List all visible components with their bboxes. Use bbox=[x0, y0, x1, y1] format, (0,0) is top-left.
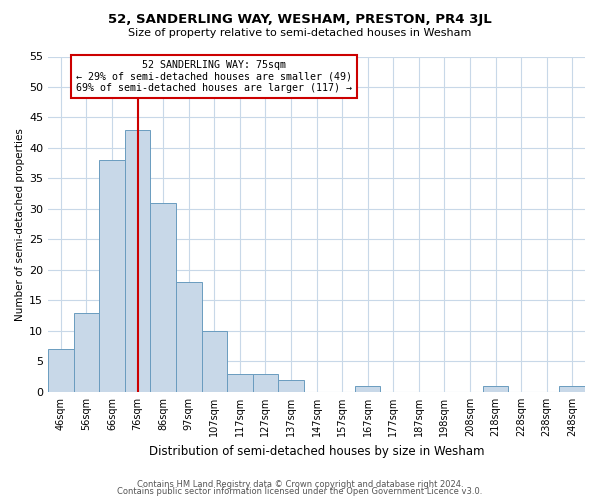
Bar bbox=[125, 130, 151, 392]
Bar bbox=[151, 203, 176, 392]
Bar bbox=[253, 374, 278, 392]
Text: 52 SANDERLING WAY: 75sqm
← 29% of semi-detached houses are smaller (49)
69% of s: 52 SANDERLING WAY: 75sqm ← 29% of semi-d… bbox=[76, 60, 352, 92]
Bar bbox=[176, 282, 202, 392]
Text: Contains HM Land Registry data © Crown copyright and database right 2024.: Contains HM Land Registry data © Crown c… bbox=[137, 480, 463, 489]
Bar bbox=[227, 374, 253, 392]
Bar bbox=[48, 349, 74, 392]
Bar bbox=[202, 331, 227, 392]
Text: 52, SANDERLING WAY, WESHAM, PRESTON, PR4 3JL: 52, SANDERLING WAY, WESHAM, PRESTON, PR4… bbox=[108, 12, 492, 26]
Bar bbox=[483, 386, 508, 392]
X-axis label: Distribution of semi-detached houses by size in Wesham: Distribution of semi-detached houses by … bbox=[149, 444, 484, 458]
Bar bbox=[559, 386, 585, 392]
Bar bbox=[355, 386, 380, 392]
Bar bbox=[99, 160, 125, 392]
Bar bbox=[278, 380, 304, 392]
Text: Contains public sector information licensed under the Open Government Licence v3: Contains public sector information licen… bbox=[118, 487, 482, 496]
Bar bbox=[74, 312, 99, 392]
Text: Size of property relative to semi-detached houses in Wesham: Size of property relative to semi-detach… bbox=[128, 28, 472, 38]
Y-axis label: Number of semi-detached properties: Number of semi-detached properties bbox=[15, 128, 25, 320]
